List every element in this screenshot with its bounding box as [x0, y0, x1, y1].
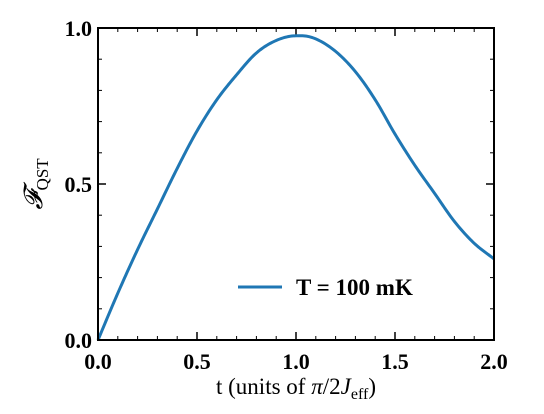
legend-label: T = 100 mK — [296, 275, 413, 300]
x-tick-label: 0.0 — [84, 349, 112, 374]
legend: T = 100 mK — [238, 275, 413, 300]
y-tick-label: 1.0 — [65, 16, 93, 41]
x-tick-label: 0.5 — [183, 349, 211, 374]
x-tick-label: 2.0 — [480, 349, 508, 374]
y-axis-title: 𝓕QST — [19, 158, 52, 210]
plot-frame — [97, 27, 495, 341]
y-tick-label: 0.5 — [65, 172, 93, 197]
y-tick-label: 0.0 — [65, 328, 93, 353]
series-line — [96, 34, 495, 341]
x-tick-label: 1.5 — [381, 349, 409, 374]
tick-labels: 0.0 0.5 1.0 1.5 2.0 0.0 0.5 1.0 — [65, 16, 508, 374]
series-group — [96, 34, 495, 341]
x-axis-title: t (units of π/2Jeff) — [216, 374, 376, 403]
x-tick-label: 1.0 — [282, 349, 310, 374]
